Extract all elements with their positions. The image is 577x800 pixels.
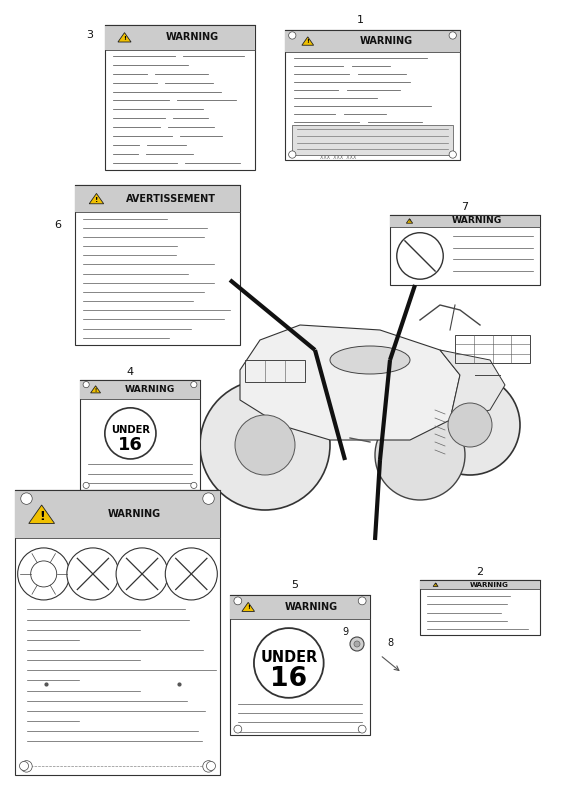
Text: UNDER: UNDER — [111, 425, 150, 434]
Text: 6: 6 — [54, 220, 62, 230]
Text: !: ! — [123, 36, 126, 41]
Bar — [75, 185, 240, 345]
Bar — [245, 360, 305, 382]
Circle shape — [31, 561, 57, 587]
Bar — [80, 380, 200, 490]
Ellipse shape — [330, 346, 410, 374]
Bar — [285, 30, 460, 52]
Circle shape — [203, 761, 214, 772]
Text: !: ! — [306, 39, 309, 44]
Circle shape — [21, 493, 32, 504]
Circle shape — [105, 408, 156, 459]
Text: 2: 2 — [477, 567, 484, 577]
Text: !: ! — [95, 387, 97, 393]
Bar — [105, 25, 255, 50]
Text: 3: 3 — [87, 30, 93, 40]
Circle shape — [203, 493, 214, 504]
Polygon shape — [118, 33, 131, 42]
Text: WARNING: WARNING — [166, 32, 219, 42]
Bar — [15, 490, 220, 538]
Bar — [105, 25, 255, 170]
Text: 5: 5 — [291, 580, 298, 590]
Text: WARNING: WARNING — [470, 582, 509, 588]
Text: WARNING: WARNING — [284, 602, 338, 612]
Text: AVERTISSEMENT: AVERTISSEMENT — [126, 194, 216, 204]
Text: 7: 7 — [462, 202, 469, 212]
Text: WARNING: WARNING — [360, 36, 413, 46]
Text: WARNING: WARNING — [125, 385, 175, 394]
Bar — [80, 380, 200, 398]
Text: !: ! — [434, 583, 437, 587]
Circle shape — [207, 762, 215, 770]
Bar — [230, 595, 370, 735]
Circle shape — [200, 380, 330, 510]
Circle shape — [358, 597, 366, 605]
Circle shape — [448, 403, 492, 447]
Circle shape — [234, 597, 242, 605]
Circle shape — [83, 382, 89, 388]
Circle shape — [449, 32, 456, 39]
Text: MOTORCYCLEPARTS: MOTORCYCLEPARTS — [267, 421, 453, 439]
Polygon shape — [91, 386, 100, 393]
Circle shape — [354, 641, 360, 647]
Text: !: ! — [39, 510, 44, 522]
Polygon shape — [242, 602, 254, 611]
Circle shape — [18, 548, 70, 600]
Text: 9: 9 — [342, 627, 348, 637]
Bar — [75, 185, 240, 212]
Polygon shape — [240, 325, 460, 440]
Circle shape — [288, 32, 296, 39]
Circle shape — [449, 151, 456, 158]
Circle shape — [375, 410, 465, 500]
Polygon shape — [440, 350, 505, 420]
Text: !: ! — [409, 219, 410, 223]
Text: WARNING: WARNING — [107, 510, 160, 519]
Text: 8: 8 — [387, 638, 393, 648]
Circle shape — [254, 628, 324, 698]
Circle shape — [191, 482, 197, 489]
Circle shape — [288, 151, 296, 158]
Circle shape — [191, 382, 197, 388]
Circle shape — [358, 725, 366, 733]
Bar — [15, 490, 220, 775]
Circle shape — [116, 548, 168, 600]
Circle shape — [350, 637, 364, 651]
Bar — [420, 580, 540, 590]
Bar — [455, 335, 530, 363]
Polygon shape — [89, 194, 104, 204]
Text: UNDER: UNDER — [260, 650, 317, 666]
Text: 4: 4 — [126, 367, 133, 377]
Bar — [230, 595, 370, 619]
Bar — [292, 125, 453, 154]
Text: 16: 16 — [270, 666, 308, 692]
Text: WARNING: WARNING — [452, 217, 502, 226]
Text: 1: 1 — [357, 15, 364, 25]
Polygon shape — [406, 218, 413, 223]
Polygon shape — [302, 37, 314, 46]
Circle shape — [234, 725, 242, 733]
Polygon shape — [433, 583, 438, 586]
Bar — [285, 30, 460, 160]
Bar — [420, 580, 540, 635]
Text: !: ! — [95, 197, 98, 202]
Bar — [390, 215, 540, 285]
Circle shape — [83, 482, 89, 489]
Circle shape — [20, 762, 28, 770]
Circle shape — [397, 233, 443, 279]
Circle shape — [235, 415, 295, 475]
Polygon shape — [29, 505, 55, 523]
Text: 16: 16 — [118, 436, 143, 454]
Text: XXX  XXX  XXX: XXX XXX XXX — [320, 155, 357, 160]
Text: !: ! — [247, 606, 250, 610]
Circle shape — [67, 548, 119, 600]
Bar — [390, 215, 540, 227]
Circle shape — [21, 761, 32, 772]
Circle shape — [420, 375, 520, 475]
Circle shape — [165, 548, 218, 600]
